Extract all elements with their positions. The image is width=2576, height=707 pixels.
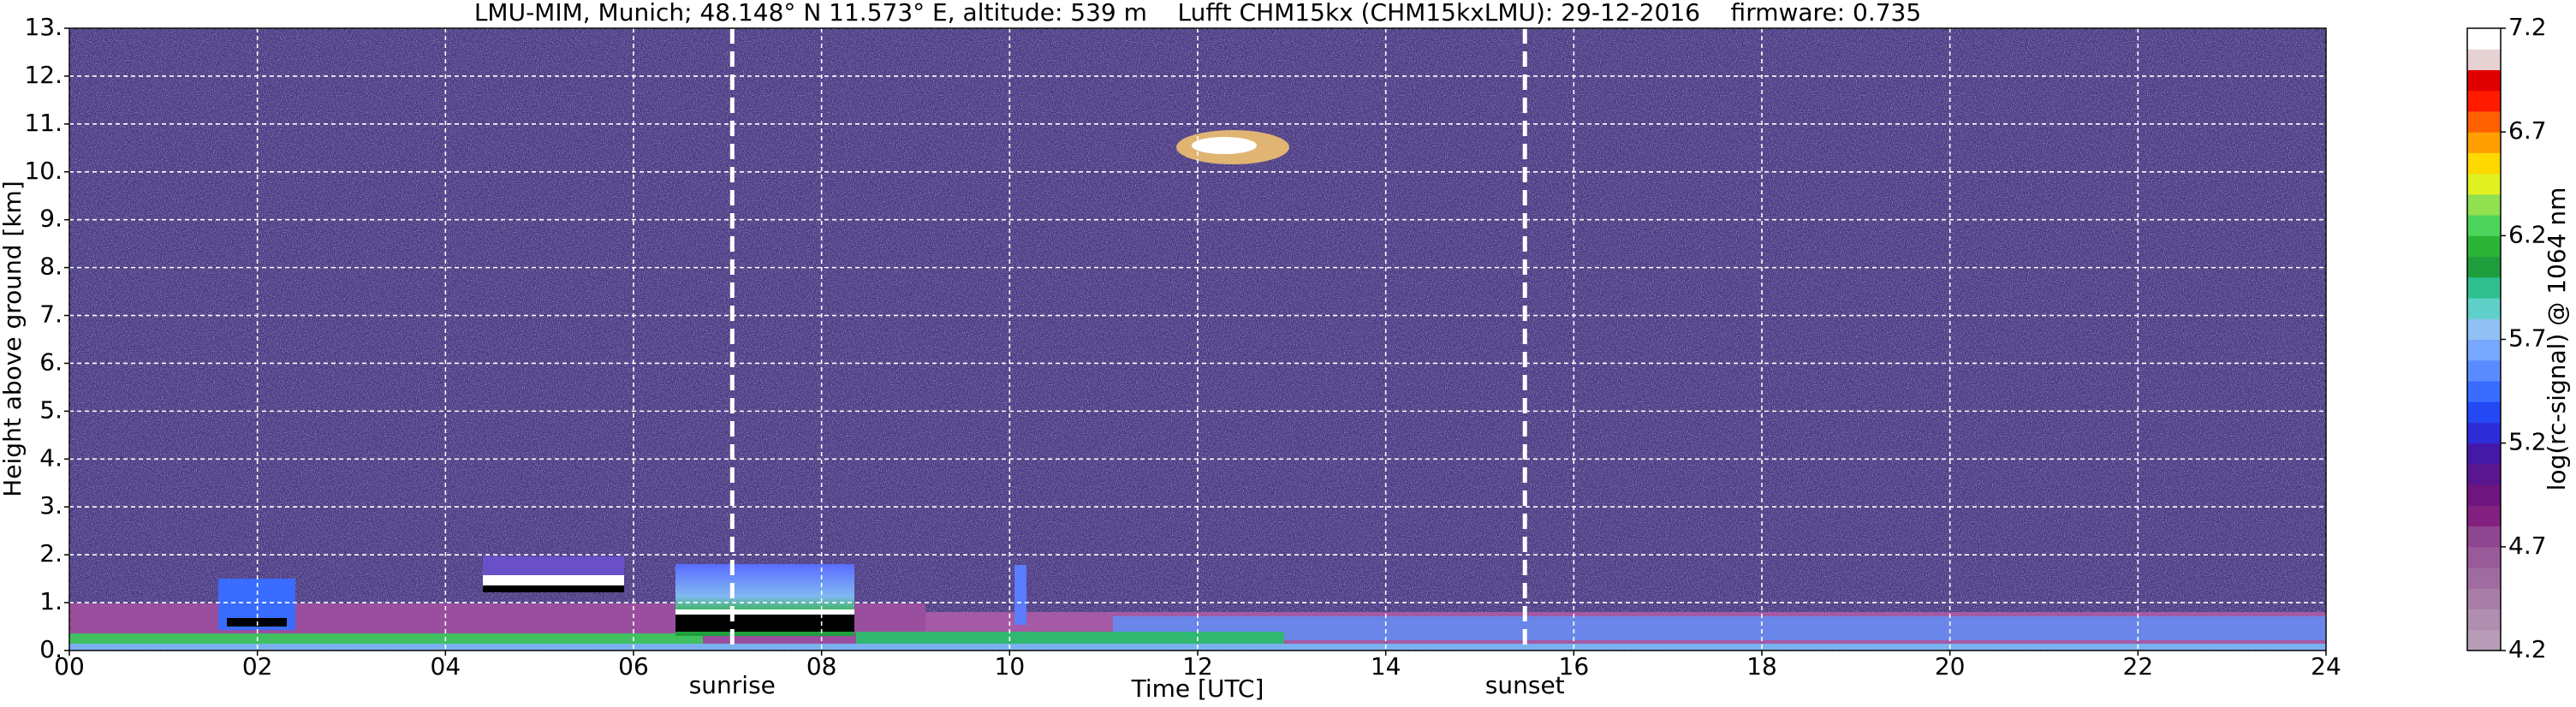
colorbar-label: log(rc-signal) @ 1064 nm — [2543, 187, 2571, 491]
y-tick-label: 1. — [39, 587, 62, 615]
x-tick-label: 02 — [242, 652, 273, 680]
y-axis-label: Height above ground [km] — [0, 181, 27, 497]
y-tick-label: 8. — [39, 253, 62, 281]
x-tick-label: 20 — [1935, 652, 1966, 680]
colorbar-tick-label: 7.2 — [2508, 13, 2547, 41]
colorbar-segment — [2467, 546, 2501, 568]
cloud-column — [1014, 565, 1026, 625]
colorbar-segment — [2467, 49, 2501, 70]
colorbar-segment — [2467, 132, 2501, 153]
y-tick-label: 0. — [39, 635, 62, 663]
colorbar-segment — [2467, 505, 2501, 527]
y-tick-label: 2. — [39, 539, 62, 567]
colorbar-segment — [2467, 193, 2501, 216]
x-tick-label: 16 — [1559, 652, 1590, 680]
colorbar-segment — [2467, 443, 2501, 465]
grid — [68, 27, 2327, 651]
colorbar-segment — [2467, 298, 2501, 319]
colorbar-segment — [2467, 629, 2501, 651]
plot-frame — [68, 27, 2327, 651]
colorbar: 4.2 4.7 5.2 5.7 6.2 6.7 7.2 — [2466, 13, 2547, 663]
y-tick-label: 4. — [39, 443, 62, 472]
colorbar-segment — [2467, 359, 2501, 382]
colorbar-segment — [2467, 90, 2501, 112]
colorbar-segment — [2467, 567, 2501, 589]
cloud-block — [675, 615, 854, 632]
colorbar-segment — [2467, 28, 2501, 50]
colorbar-tick-label: 4.2 — [2508, 635, 2547, 663]
aerosol-layer — [1113, 616, 2326, 640]
colorbar-segment — [2467, 215, 2501, 236]
annotation-label: sunset — [1485, 671, 1565, 699]
colorbar-segment — [2467, 276, 2501, 299]
colorbar-segment — [2467, 256, 2501, 278]
colorbar-tick-label: 6.2 — [2508, 220, 2547, 248]
axes: 00 02 04 06 08 10 12 14 16 18 20 22 24 0. 1. 2. 3. 4. 5. 6.… — [24, 13, 2341, 680]
annotations: sunrise sunset — [689, 28, 1565, 699]
chart-title: LMU-MIM, Munich; 48.148° N 11.573° E, al… — [474, 0, 1921, 27]
y-tick-label: 13. — [24, 13, 62, 41]
colorbar-segment — [2467, 588, 2501, 610]
x-tick-label: 14 — [1371, 652, 1401, 680]
colorbar-segment — [2467, 526, 2501, 548]
colorbar-segment — [2467, 318, 2501, 340]
x-tick-label: 06 — [618, 652, 649, 680]
x-tick-label: 24 — [2311, 652, 2341, 680]
colorbar-segment — [2467, 235, 2501, 258]
colorbar-segment — [2467, 484, 2501, 506]
colorbar-segment — [2467, 339, 2501, 361]
colorbar-segment — [2467, 609, 2501, 631]
x-tick-label: 04 — [431, 652, 461, 680]
colorbar-segment — [2467, 69, 2501, 92]
colorbar-segment — [2467, 422, 2501, 444]
colorbar-segment — [2467, 463, 2501, 485]
y-tick-label: 10. — [24, 157, 62, 185]
x-axis-label: Time [UTC] — [1131, 674, 1264, 703]
x-tick-label: 10 — [995, 652, 1026, 680]
x-tick-label: 18 — [1746, 652, 1777, 680]
colorbar-tick-label: 6.7 — [2508, 116, 2547, 145]
cloud-layer — [483, 556, 624, 575]
x-tick-label: 00 — [54, 652, 85, 680]
y-tick-label: 7. — [39, 300, 62, 329]
y-tick-label: 9. — [39, 205, 62, 233]
colorbar-segment — [2467, 401, 2501, 423]
x-tick-label: 08 — [806, 652, 837, 680]
cloud-layer — [483, 585, 624, 592]
cloud-block — [675, 609, 854, 615]
y-tick-label: 11. — [24, 109, 62, 137]
cloud-layer — [483, 575, 624, 585]
colorbar-tick-label: 5.7 — [2508, 324, 2547, 353]
x-tick-label: 12 — [1182, 652, 1213, 680]
colorbar-segment — [2467, 173, 2501, 195]
colorbar-segment — [2467, 152, 2501, 175]
y-tick-label: 12. — [24, 61, 62, 89]
cirrus-cloud — [1192, 137, 1257, 154]
colorbar-tick-label: 4.7 — [2508, 532, 2547, 560]
y-tick-label: 3. — [39, 491, 62, 520]
annotation-label: sunrise — [689, 671, 776, 699]
colorbar-segment — [2467, 380, 2501, 402]
colorbar-segment — [2467, 110, 2501, 133]
x-tick-label: 22 — [2123, 652, 2154, 680]
colorbar-tick-label: 5.2 — [2508, 428, 2547, 456]
y-tick-label: 5. — [39, 395, 62, 424]
y-tick-label: 6. — [39, 348, 62, 376]
